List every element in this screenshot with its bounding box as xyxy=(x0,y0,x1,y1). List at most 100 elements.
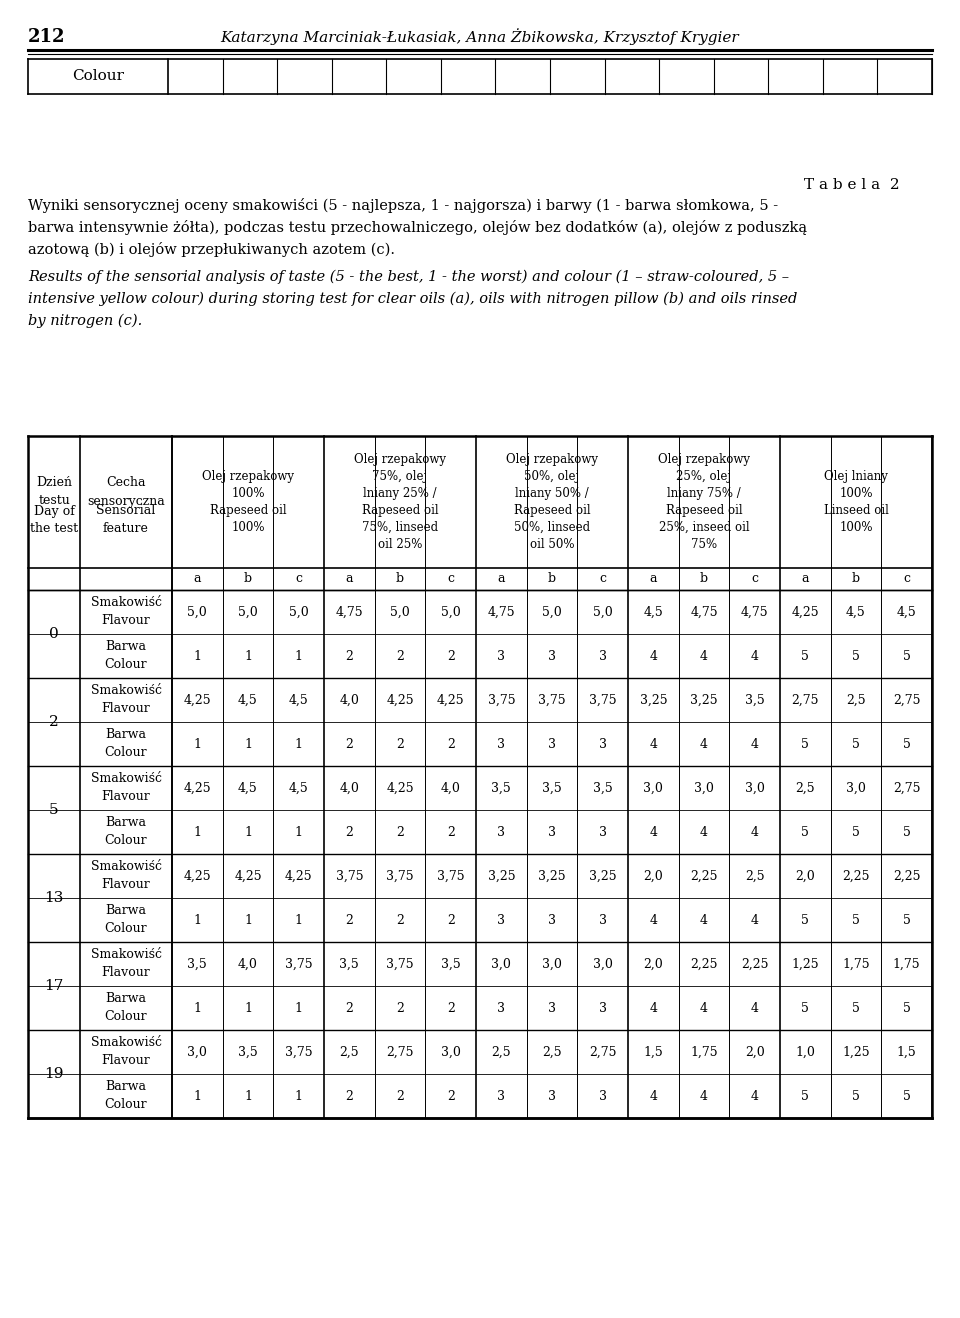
Text: 0: 0 xyxy=(49,627,59,641)
Text: Smakowiść
Flavour: Smakowiść Flavour xyxy=(90,597,161,627)
Text: 5: 5 xyxy=(902,1002,911,1015)
Text: Barwa
Colour: Barwa Colour xyxy=(105,729,147,759)
Text: Smakowiść
Flavour: Smakowiść Flavour xyxy=(90,684,161,716)
Text: 1: 1 xyxy=(244,650,252,663)
Text: 4,0: 4,0 xyxy=(340,782,359,795)
Text: 2: 2 xyxy=(346,1002,353,1015)
Text: 1: 1 xyxy=(244,913,252,927)
Text: 2: 2 xyxy=(396,1090,404,1102)
Text: 3,5: 3,5 xyxy=(238,1045,258,1058)
Text: 3: 3 xyxy=(599,650,607,663)
Text: Katarzyna Marciniak-Łukasiak, Anna Żbikowska, Krzysztof Krygier: Katarzyna Marciniak-Łukasiak, Anna Żbiko… xyxy=(221,28,739,45)
Text: 1: 1 xyxy=(295,738,302,750)
Text: 4,75: 4,75 xyxy=(690,605,718,618)
Text: 3,75: 3,75 xyxy=(437,870,465,883)
Text: 5: 5 xyxy=(852,1090,860,1102)
Text: 3,5: 3,5 xyxy=(187,957,207,970)
Text: 5: 5 xyxy=(852,825,860,838)
Text: 4,75: 4,75 xyxy=(336,605,363,618)
Text: 2,75: 2,75 xyxy=(792,693,819,706)
Text: 3,25: 3,25 xyxy=(588,870,616,883)
Text: 3: 3 xyxy=(548,825,556,838)
Text: 1: 1 xyxy=(193,825,202,838)
Text: 2,25: 2,25 xyxy=(741,957,768,970)
Text: 5: 5 xyxy=(802,738,809,750)
Text: Sensorial
feature: Sensorial feature xyxy=(96,505,156,535)
Text: Barwa
Colour: Barwa Colour xyxy=(105,904,147,936)
Text: 17: 17 xyxy=(44,979,63,992)
Text: Smakowiść
Flavour: Smakowiść Flavour xyxy=(90,772,161,804)
Text: 3: 3 xyxy=(548,650,556,663)
Text: 3,5: 3,5 xyxy=(441,957,461,970)
Text: 3: 3 xyxy=(497,1090,505,1102)
Text: 2: 2 xyxy=(396,650,404,663)
Text: 2,75: 2,75 xyxy=(893,693,921,706)
Text: 1: 1 xyxy=(244,1090,252,1102)
Text: 1: 1 xyxy=(193,738,202,750)
Text: 4,25: 4,25 xyxy=(386,782,414,795)
Text: 4,5: 4,5 xyxy=(238,782,258,795)
Text: 1,75: 1,75 xyxy=(842,957,870,970)
Text: Olej rzepakowy
50%, olej
lniany 50% /
Rapeseed oil
50%, linseed
oil 50%: Olej rzepakowy 50%, olej lniany 50% / Ra… xyxy=(506,453,598,551)
Text: 4,25: 4,25 xyxy=(386,693,414,706)
Text: 1: 1 xyxy=(295,1090,302,1102)
Text: 5,0: 5,0 xyxy=(187,605,207,618)
Text: a: a xyxy=(497,572,505,585)
Text: 4,25: 4,25 xyxy=(437,693,465,706)
Text: 4: 4 xyxy=(649,825,658,838)
Text: 4: 4 xyxy=(751,650,758,663)
Text: 4: 4 xyxy=(751,825,758,838)
Text: 2: 2 xyxy=(446,738,455,750)
Text: 3: 3 xyxy=(497,650,505,663)
Text: 1,5: 1,5 xyxy=(643,1045,663,1058)
Text: 5: 5 xyxy=(49,803,59,817)
Text: 2: 2 xyxy=(396,1002,404,1015)
Text: 2,25: 2,25 xyxy=(842,870,870,883)
Text: b: b xyxy=(852,572,860,585)
Text: 2,5: 2,5 xyxy=(846,693,866,706)
Text: 3: 3 xyxy=(599,1090,607,1102)
Text: 2,75: 2,75 xyxy=(588,1045,616,1058)
Text: 2,5: 2,5 xyxy=(796,782,815,795)
Text: Day of
the test: Day of the test xyxy=(30,505,78,535)
Text: 4: 4 xyxy=(700,1090,708,1102)
Text: 3,0: 3,0 xyxy=(643,782,663,795)
Text: 3,0: 3,0 xyxy=(694,782,714,795)
Text: 1: 1 xyxy=(295,913,302,927)
Text: 3,75: 3,75 xyxy=(588,693,616,706)
Text: 1,0: 1,0 xyxy=(796,1045,815,1058)
Text: 1,25: 1,25 xyxy=(842,1045,870,1058)
Text: 3: 3 xyxy=(548,1090,556,1102)
Text: 4: 4 xyxy=(700,738,708,750)
Text: Olej rzepakowy
75%, olej
lniany 25% /
Rapeseed oil
75%, linseed
oil 25%: Olej rzepakowy 75%, olej lniany 25% / Ra… xyxy=(354,453,446,551)
Text: 1: 1 xyxy=(295,1002,302,1015)
Text: 2: 2 xyxy=(396,738,404,750)
Text: 3: 3 xyxy=(548,738,556,750)
Text: 4: 4 xyxy=(700,650,708,663)
Text: 3: 3 xyxy=(497,825,505,838)
Text: 4: 4 xyxy=(751,913,758,927)
Text: 3,5: 3,5 xyxy=(745,693,764,706)
Text: 4,5: 4,5 xyxy=(846,605,866,618)
Text: 3,0: 3,0 xyxy=(542,957,562,970)
Text: 5: 5 xyxy=(902,738,911,750)
Text: 2,25: 2,25 xyxy=(690,957,718,970)
Text: 4: 4 xyxy=(700,825,708,838)
Text: Smakowiść
Flavour: Smakowiść Flavour xyxy=(90,861,161,891)
Text: 3,75: 3,75 xyxy=(336,870,363,883)
Text: 3: 3 xyxy=(599,1002,607,1015)
Text: Smakowiść
Flavour: Smakowiść Flavour xyxy=(90,949,161,979)
Text: b: b xyxy=(548,572,556,585)
Text: 3: 3 xyxy=(548,913,556,927)
Text: 5,0: 5,0 xyxy=(238,605,258,618)
Text: 4,25: 4,25 xyxy=(234,870,262,883)
Text: 3,75: 3,75 xyxy=(285,957,312,970)
Text: 1: 1 xyxy=(295,650,302,663)
Text: 3: 3 xyxy=(497,913,505,927)
Text: 5: 5 xyxy=(802,825,809,838)
Text: 3: 3 xyxy=(599,913,607,927)
Text: 5: 5 xyxy=(852,650,860,663)
Text: 2: 2 xyxy=(396,825,404,838)
Text: 1,25: 1,25 xyxy=(792,957,819,970)
Text: 1: 1 xyxy=(193,1090,202,1102)
